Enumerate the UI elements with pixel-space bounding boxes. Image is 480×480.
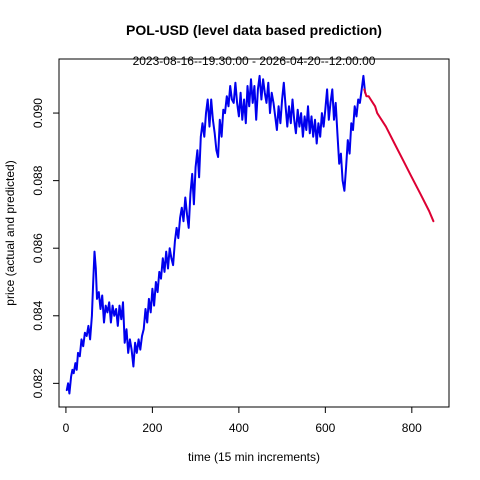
x-tick-label: 400	[229, 421, 249, 435]
y-tick-label: 0.090	[31, 98, 45, 128]
x-axis-label: time (15 min increments)	[188, 450, 320, 464]
y-axis-label: price (actual and predicted)	[3, 160, 17, 305]
chart-subtitle: 2023-08-16--19:30:00 - 2026-04-20--12:00…	[133, 54, 376, 68]
y-tick-label: 0.086	[31, 233, 45, 263]
y-tick-label: 0.088	[31, 165, 45, 195]
y-tick-label: 0.084	[31, 300, 45, 330]
x-tick-label: 800	[402, 421, 422, 435]
x-axis: 0 200 400 600 800	[63, 406, 422, 435]
x-tick-label: 600	[315, 421, 335, 435]
series-layer	[65, 74, 435, 395]
x-tick-label: 200	[142, 421, 162, 435]
y-axis: 0.082 0.084 0.086 0.088 0.090	[31, 98, 60, 398]
y-tick-label: 0.082	[31, 368, 45, 398]
chart-title: POL-USD (level data based prediction)	[126, 22, 382, 38]
x-tick-label: 0	[63, 421, 70, 435]
predicted-price-line	[363, 88, 435, 223]
actual-price-line	[65, 74, 367, 395]
